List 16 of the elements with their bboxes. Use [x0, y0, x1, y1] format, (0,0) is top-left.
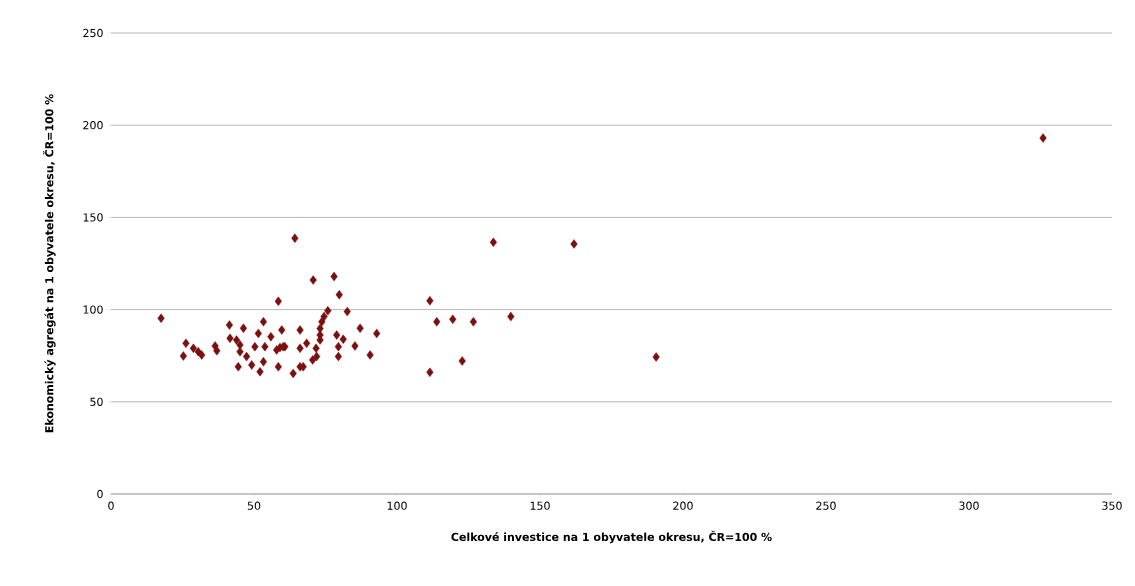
x-tick-label: 250 [816, 501, 836, 510]
x-tick-label: 350 [1102, 501, 1122, 510]
y-tick-label: 200 [83, 121, 103, 130]
x-tick-label: 100 [387, 501, 407, 510]
y-tick-label: 100 [83, 305, 103, 314]
y-tick-label: 0 [97, 489, 103, 499]
x-axis-title: Celkové investice na 1 obyvatele okresu, ČR=100 % [451, 530, 772, 544]
x-tick-label: 300 [959, 501, 979, 510]
x-tick-label: 200 [673, 501, 693, 510]
y-tick-label: 50 [90, 397, 103, 406]
y-tick-label: 150 [83, 213, 103, 222]
y-axis-title: Ekonomický agregát na 1 obyvatele okresu, ČR=100 % [43, 94, 56, 433]
x-tick-label: 50 [247, 501, 261, 510]
y-tick-label: 250 [83, 28, 103, 38]
x-tick-label: 150 [530, 501, 550, 510]
x-tick-label: 0 [108, 501, 114, 510]
